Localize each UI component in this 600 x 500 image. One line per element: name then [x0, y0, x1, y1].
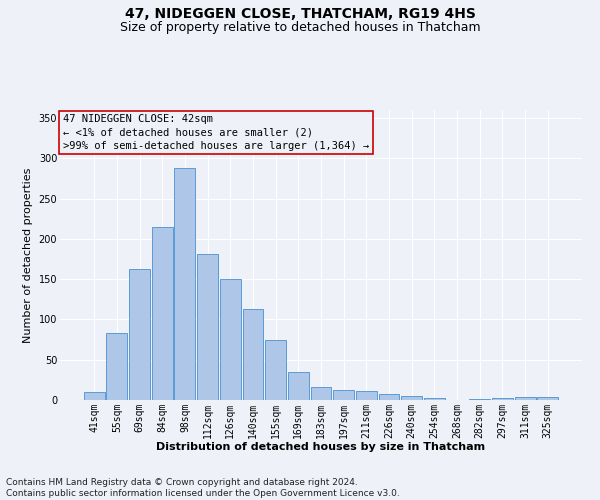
Bar [379, 394, 400, 400]
Bar [265, 340, 286, 400]
Text: 47 NIDEGGEN CLOSE: 42sqm
← <1% of detached houses are smaller (2)
>99% of semi-d: 47 NIDEGGEN CLOSE: 42sqm ← <1% of detach… [62, 114, 369, 151]
Bar [311, 387, 331, 400]
Bar [469, 399, 490, 400]
Bar [197, 254, 218, 400]
Bar [356, 391, 377, 400]
Text: 47, NIDEGGEN CLOSE, THATCHAM, RG19 4HS: 47, NIDEGGEN CLOSE, THATCHAM, RG19 4HS [125, 8, 475, 22]
Bar [106, 333, 127, 400]
Bar [242, 309, 263, 400]
Text: Distribution of detached houses by size in Thatcham: Distribution of detached houses by size … [157, 442, 485, 452]
Bar [288, 372, 309, 400]
Bar [401, 396, 422, 400]
Text: Contains HM Land Registry data © Crown copyright and database right 2024.
Contai: Contains HM Land Registry data © Crown c… [6, 478, 400, 498]
Bar [129, 268, 150, 400]
Bar [220, 279, 241, 400]
Bar [84, 392, 104, 400]
Text: Size of property relative to detached houses in Thatcham: Size of property relative to detached ho… [119, 21, 481, 34]
Bar [538, 397, 558, 400]
Bar [424, 398, 445, 400]
Bar [152, 227, 173, 400]
Bar [175, 168, 196, 400]
Bar [333, 390, 354, 400]
Bar [492, 398, 513, 400]
Bar [515, 397, 536, 400]
Y-axis label: Number of detached properties: Number of detached properties [23, 168, 33, 342]
